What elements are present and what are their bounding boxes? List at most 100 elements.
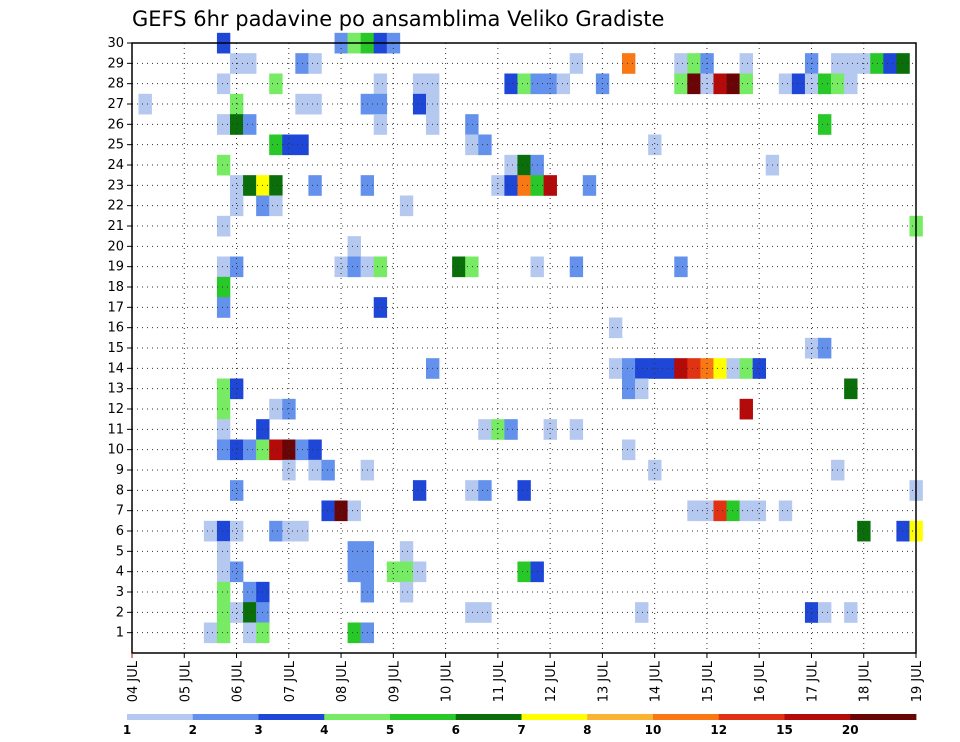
heatmap-cell xyxy=(491,419,505,440)
legend-label: 2 xyxy=(189,723,197,737)
heatmap-cell xyxy=(230,439,244,461)
heatmap-cell xyxy=(478,480,492,501)
heatmap-cell xyxy=(739,358,753,379)
heatmap-cell xyxy=(216,561,231,583)
y-tick-label: 18 xyxy=(107,280,124,295)
heatmap-cell xyxy=(452,256,466,278)
heatmap-cell xyxy=(687,53,701,74)
heatmap-cell xyxy=(308,175,322,196)
x-tick-label: 13 JUL xyxy=(596,660,611,702)
heatmap-cell xyxy=(791,73,806,95)
heatmap-cell xyxy=(582,175,597,196)
heatmap-cell xyxy=(517,154,531,176)
heatmap-cell xyxy=(818,602,832,623)
heatmap-cell xyxy=(622,378,636,400)
heatmap-cell xyxy=(739,73,753,95)
heatmap-cell xyxy=(504,419,518,440)
x-tick-label: 09 JUL xyxy=(387,660,402,702)
heatmap-cell xyxy=(412,73,427,95)
heatmap-cell xyxy=(844,73,858,95)
heatmap-cell xyxy=(334,500,348,522)
legend-swatch xyxy=(455,714,522,720)
heatmap-cell xyxy=(713,500,727,522)
heatmap-cell xyxy=(687,358,701,379)
heatmap-cell xyxy=(399,195,414,217)
heatmap-cell xyxy=(713,358,727,379)
heatmap-cell xyxy=(674,73,688,95)
x-axis-ticks: 04 JUL 05 JUL 06 JUL 07 JUL 08 JUL 09 JUL 10 J… xyxy=(126,653,925,702)
x-tick-label: 07 JUL xyxy=(283,660,298,702)
y-tick-label: 15 xyxy=(107,341,124,356)
legend-label: 5 xyxy=(386,723,394,737)
legend-label: 12 xyxy=(710,723,727,737)
y-tick-label: 9 xyxy=(116,463,124,478)
heatmap-cell xyxy=(216,73,231,95)
heatmap-cell xyxy=(818,337,832,359)
x-tick-label: 10 JUL xyxy=(440,660,455,702)
heatmap-cell xyxy=(282,439,296,461)
heatmap-cell xyxy=(269,195,283,217)
heatmap-cell xyxy=(269,520,283,542)
legend-label: 20 xyxy=(842,723,859,737)
x-tick-label: 12 JUL xyxy=(544,660,559,702)
legend-label: 7 xyxy=(517,723,525,737)
heatmap-cell xyxy=(216,419,231,440)
legend-swatch xyxy=(784,714,851,720)
x-tick-label: 17 JUL xyxy=(805,660,820,702)
y-tick-label: 3 xyxy=(116,585,124,600)
heatmap-cell xyxy=(282,134,296,156)
legend-swatch xyxy=(587,714,654,720)
heatmap-cell xyxy=(282,520,296,542)
heatmap-cell xyxy=(543,175,557,196)
y-tick-label: 30 xyxy=(107,36,124,51)
heatmap-cell xyxy=(308,459,322,481)
heatmap-cell xyxy=(230,114,244,135)
y-axis-ticks: 1234567891011121314151617181920212223242… xyxy=(107,36,132,641)
heatmap-cell xyxy=(373,93,388,115)
heatmap-cell xyxy=(321,459,335,481)
y-tick-label: 10 xyxy=(107,443,124,458)
heatmap-cell xyxy=(726,73,740,95)
legend-label: 4 xyxy=(320,723,328,737)
heatmap-cell xyxy=(216,541,231,562)
heatmap-cell xyxy=(517,73,531,95)
heatmap-cell xyxy=(648,459,662,481)
heatmap-cell xyxy=(857,520,871,542)
heatmap-cell xyxy=(230,602,244,623)
heatmap-cell xyxy=(896,53,910,74)
heatmap-cell xyxy=(622,358,636,379)
heatmap-cell xyxy=(648,134,662,156)
y-tick-label: 19 xyxy=(107,260,124,275)
heatmap-cell xyxy=(230,175,244,196)
y-tick-label: 13 xyxy=(107,382,124,397)
legend-swatch xyxy=(324,714,391,720)
y-tick-label: 12 xyxy=(107,402,124,417)
heatmap-cell xyxy=(347,541,361,562)
heatmap-cell xyxy=(465,114,479,135)
heatmap-cell xyxy=(347,236,361,257)
heatmap-cell xyxy=(386,561,401,583)
heatmap-cell xyxy=(399,581,414,603)
heatmap-cell xyxy=(216,215,231,237)
heatmap-cell xyxy=(243,175,257,196)
heatmap-cell xyxy=(870,53,884,74)
heatmap-cell xyxy=(478,602,492,623)
heatmap-cell xyxy=(230,93,244,115)
legend-swatch xyxy=(127,714,194,720)
heatmap-cell xyxy=(269,398,283,420)
heatmap-cell xyxy=(687,500,701,522)
heatmap-cell xyxy=(504,154,518,176)
heatmap-cell xyxy=(465,134,479,156)
heatmap-cell xyxy=(216,114,231,135)
heatmap-cell xyxy=(622,439,636,461)
heatmap-cell xyxy=(269,134,283,156)
heatmap-cell xyxy=(491,175,505,196)
heatmap-cell xyxy=(622,53,636,74)
x-tick-label: 04 JUL xyxy=(126,660,141,702)
color-legend: 1 2 3 4 5 6 7 8 10 12 15 20 xyxy=(123,714,917,737)
y-tick-label: 25 xyxy=(107,138,124,153)
legend-swatch xyxy=(521,714,588,720)
heatmap-cell xyxy=(556,73,571,95)
heatmap-cell xyxy=(687,73,701,95)
heatmap-cell xyxy=(465,602,479,623)
